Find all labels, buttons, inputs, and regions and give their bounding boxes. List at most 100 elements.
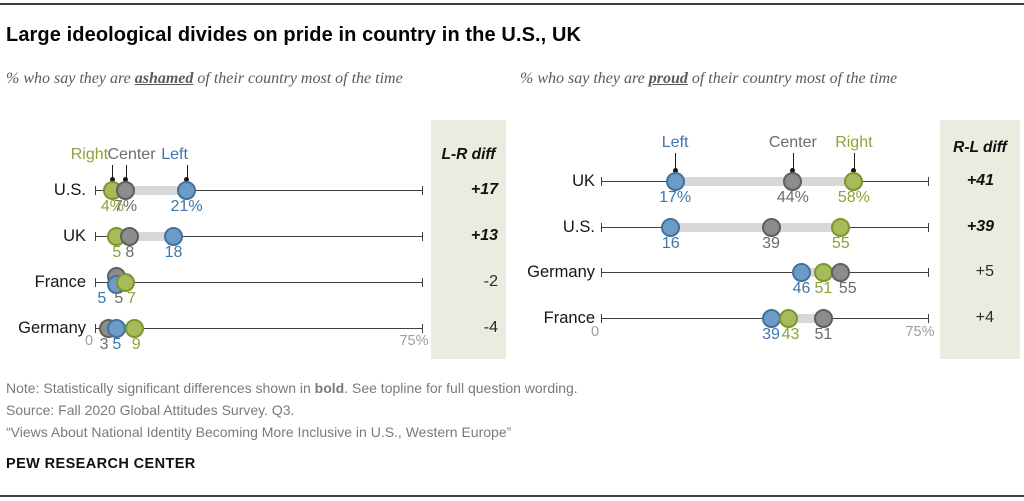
axis-line — [95, 282, 422, 283]
country-label: France — [34, 273, 86, 291]
chart-title: Large ideological divides on pride in co… — [6, 24, 582, 46]
value-label-center: 51 — [814, 326, 833, 343]
country-label: France — [543, 309, 595, 327]
value-label-right: 58% — [837, 189, 870, 206]
diff-header: R-L diff — [953, 139, 1007, 156]
subtitle-prefix: % who say they are — [6, 70, 135, 87]
diff-value: +13 — [470, 227, 498, 244]
axis-line — [601, 272, 928, 273]
dot-left — [661, 217, 681, 237]
footnotes: Note: Statistically significant differen… — [6, 377, 578, 443]
note-text: Note: Statistically significant differen… — [6, 380, 315, 396]
value-label-right: 55 — [831, 235, 850, 252]
country-label: Germany — [527, 263, 595, 281]
dot-left — [792, 262, 812, 282]
legend-pointer-line — [186, 165, 188, 179]
note-bold-word: bold — [314, 380, 345, 396]
value-label-left: 16 — [661, 235, 680, 252]
axis-tick — [928, 268, 929, 277]
country-label: U.S. — [562, 218, 595, 236]
dot-right — [116, 272, 136, 292]
note-text: . See topline for full question wording. — [344, 380, 578, 396]
legend-pointer-dot — [672, 167, 678, 173]
axis-tick — [928, 177, 929, 186]
dot-center — [761, 217, 781, 237]
subtitle-suffix: of their country most of the time — [687, 70, 898, 87]
axis-tick — [95, 278, 96, 287]
subtitle-ashamed: % who say they are ashamed of their coun… — [6, 66, 484, 92]
diff-value: +5 — [975, 263, 994, 280]
value-label-center: 44% — [776, 189, 809, 206]
axis-max-label: 75% — [905, 324, 935, 340]
value-label-center: 8 — [125, 244, 135, 261]
value-label-right: 43 — [781, 326, 800, 343]
dot-center — [116, 180, 136, 200]
axis-tick — [422, 232, 423, 241]
diff-box — [431, 120, 506, 359]
axis-tick — [601, 177, 602, 186]
value-label-left: 17% — [659, 189, 692, 206]
axis-tick — [422, 324, 423, 333]
value-label-right: 5 — [112, 244, 122, 261]
diff-value: +41 — [966, 172, 994, 189]
value-label-left: 46 — [792, 280, 811, 297]
legend-pointer-dot — [851, 167, 857, 173]
dot-left — [761, 308, 781, 328]
dot-left — [665, 171, 685, 191]
diff-value: -2 — [483, 273, 498, 290]
legend-label-left: Left — [661, 134, 689, 151]
dot-right — [844, 171, 864, 191]
value-label-center: 3 — [99, 336, 109, 353]
diff-value: +17 — [470, 181, 498, 198]
dot-left — [177, 180, 197, 200]
legend-label-right: Right — [70, 146, 109, 163]
dot-center — [831, 262, 851, 282]
country-label: UK — [63, 227, 86, 245]
legend-pointer-dot — [184, 176, 190, 182]
axis-max-label: 75% — [399, 333, 429, 349]
value-label-left: 5 — [97, 290, 107, 307]
dot-center — [120, 226, 140, 246]
legend-pointer-dot — [109, 176, 115, 182]
country-label: U.S. — [53, 181, 86, 199]
value-label-right: 4% — [100, 198, 124, 215]
range-band — [675, 177, 854, 186]
value-label-center: 39 — [762, 235, 780, 252]
value-label-left: 21% — [170, 198, 203, 215]
dot-left — [163, 226, 183, 246]
dot-left — [107, 318, 127, 338]
value-label-center: 55 — [838, 280, 857, 297]
legend-pointer-line — [853, 153, 855, 170]
pew-research-center-logo: PEW RESEARCH CENTER — [6, 456, 196, 472]
country-label: Germany — [18, 319, 86, 337]
legend-pointer-line — [125, 165, 127, 179]
axis-tick — [928, 314, 929, 323]
diff-header: L-R diff — [441, 146, 496, 163]
legend-pointer-line — [112, 165, 114, 179]
note-line: Note: Statistically significant differen… — [6, 377, 578, 399]
legend-pointer-dot — [790, 167, 796, 173]
report-line: “Views About National Identity Becoming … — [6, 424, 512, 440]
diff-value: +4 — [975, 309, 994, 326]
value-label-left: 18 — [164, 244, 183, 261]
axis-tick — [601, 268, 602, 277]
top-rule — [0, 3, 1024, 5]
axis-line — [95, 328, 422, 329]
subtitle-emphasis: ashamed — [134, 70, 194, 87]
value-label-right: 7 — [127, 290, 136, 307]
axis-tick — [601, 223, 602, 232]
value-label-left: 5 — [112, 336, 122, 353]
axis-tick — [422, 186, 423, 195]
axis-tick — [422, 278, 423, 287]
axis-tick — [928, 223, 929, 232]
legend-label-center: Center — [107, 146, 156, 163]
value-label-right: 51 — [814, 280, 833, 297]
diff-value: -4 — [483, 319, 498, 336]
value-label-left: 39 — [762, 326, 780, 343]
subtitle-proud: % who say they are proud of their countr… — [520, 66, 950, 92]
value-label-center: 5 — [114, 290, 124, 307]
axis-line — [95, 236, 422, 237]
legend-label-right: Right — [835, 134, 873, 151]
value-label-right: 9 — [131, 336, 141, 353]
